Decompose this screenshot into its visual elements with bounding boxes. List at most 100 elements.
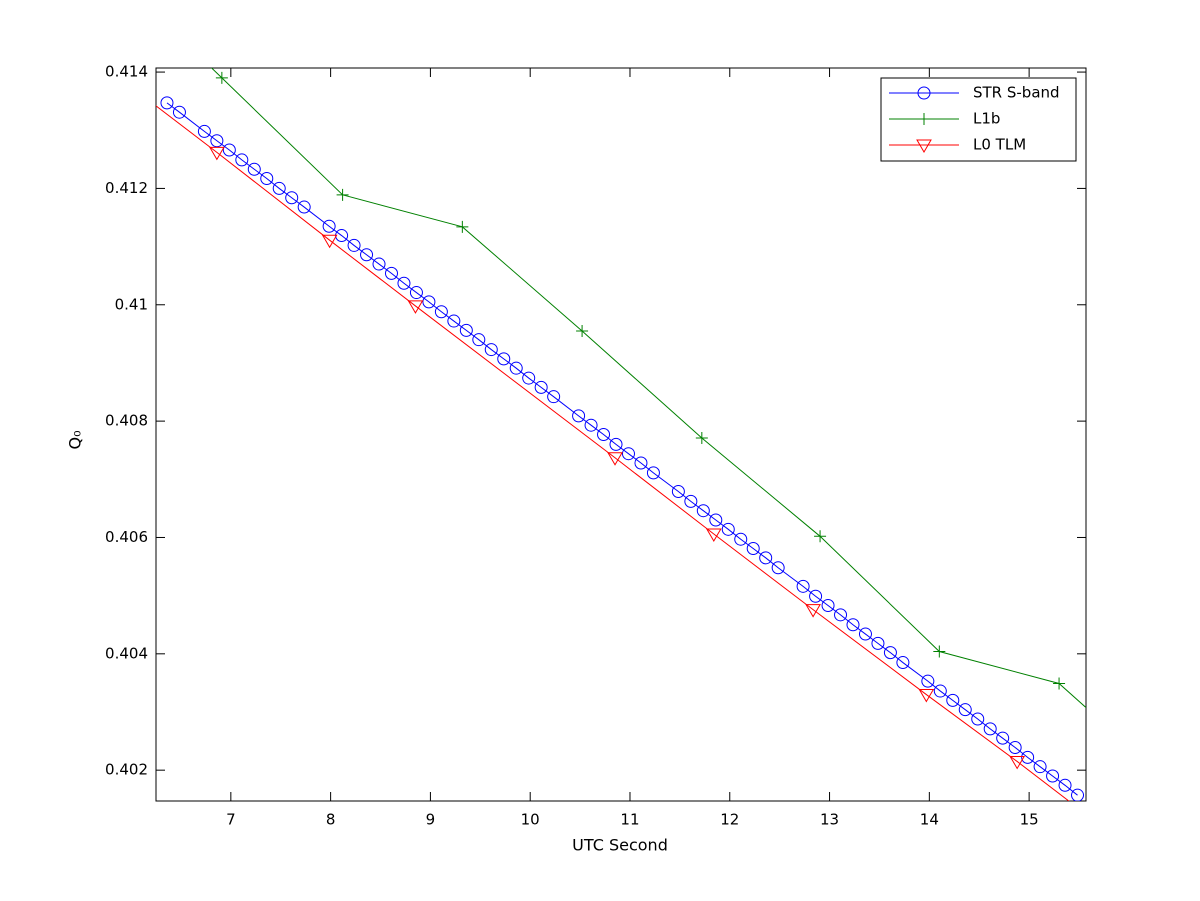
- marker: [834, 608, 848, 622]
- marker: [172, 105, 186, 119]
- series-line: [166, 102, 1078, 796]
- marker: [921, 674, 935, 688]
- marker: [260, 172, 274, 186]
- marker: [285, 191, 299, 205]
- marker: [1008, 740, 1022, 754]
- marker: [459, 323, 473, 337]
- marker: [621, 447, 635, 461]
- marker: [607, 452, 623, 466]
- marker: [484, 343, 498, 357]
- marker: [933, 684, 947, 698]
- legend-label: STR S-band: [973, 84, 1060, 102]
- marker: [397, 276, 411, 290]
- y-tick-label: 0.41: [115, 295, 148, 313]
- marker: [208, 146, 225, 161]
- marker: [709, 513, 723, 527]
- x-tick-label: 12: [720, 811, 739, 829]
- marker: [1009, 755, 1026, 770]
- marker: [918, 689, 935, 703]
- marker: [684, 494, 698, 508]
- marker: [434, 305, 448, 319]
- marker: [1173, 785, 1185, 797]
- marker: [634, 456, 648, 470]
- y-tick-label: 0.404: [105, 644, 148, 662]
- marker: [918, 113, 930, 125]
- y-tick-label: 0.406: [105, 528, 148, 546]
- y-tick-label: 0.402: [105, 761, 148, 779]
- marker: [746, 542, 760, 556]
- marker: [547, 390, 561, 404]
- marker: [933, 645, 946, 658]
- marker: [197, 124, 211, 138]
- y-tick-label: 0.408: [105, 412, 148, 430]
- series-line: [210, 68, 1086, 709]
- plot-content: [156, 68, 1185, 801]
- plot-area: [155, 67, 1087, 802]
- marker: [983, 722, 997, 736]
- marker: [447, 314, 461, 328]
- marker: [1058, 778, 1072, 792]
- x-tick-label: 15: [1020, 811, 1039, 829]
- marker: [576, 324, 589, 337]
- marker: [222, 143, 236, 157]
- marker: [796, 579, 810, 593]
- marker: [958, 703, 972, 717]
- x-tick-label: 10: [521, 811, 540, 829]
- marker: [572, 409, 586, 423]
- marker: [272, 181, 286, 195]
- marker: [771, 561, 785, 575]
- marker: [384, 266, 398, 280]
- marker: [695, 431, 708, 444]
- marker: [609, 437, 623, 451]
- marker: [210, 134, 224, 148]
- marker: [456, 220, 469, 233]
- x-tick-label: 13: [820, 811, 839, 829]
- y-axis-label: Q₀: [66, 430, 85, 449]
- y-tick-label: 0.414: [105, 63, 148, 81]
- marker: [814, 530, 827, 543]
- marker: [321, 234, 338, 249]
- marker: [497, 352, 511, 366]
- x-axis-label: UTC Second: [572, 836, 668, 855]
- x-tick-label: 7: [226, 811, 236, 829]
- x-tick-label: 11: [620, 811, 639, 829]
- series-line: [156, 105, 1070, 801]
- marker: [917, 86, 931, 100]
- marker: [360, 248, 374, 262]
- marker: [809, 589, 823, 603]
- marker: [522, 371, 536, 385]
- marker: [971, 712, 985, 726]
- marker: [336, 188, 349, 201]
- marker: [247, 162, 261, 176]
- y-tick-label: 0.412: [105, 179, 148, 197]
- marker: [805, 604, 821, 618]
- marker: [407, 300, 424, 314]
- marker: [858, 627, 872, 641]
- marker: [509, 361, 523, 375]
- marker: [409, 286, 423, 300]
- x-tick-label: 9: [426, 811, 436, 829]
- marker: [1046, 769, 1060, 783]
- marker: [896, 656, 910, 670]
- x-tick-label: 8: [326, 811, 336, 829]
- marker: [671, 485, 685, 499]
- legend: STR S-band L1b L0 TLM: [880, 77, 1077, 162]
- marker: [235, 153, 249, 167]
- marker: [705, 528, 722, 542]
- legend-label: L1b: [973, 110, 1000, 128]
- legend-label: L0 TLM: [973, 136, 1026, 154]
- marker: [584, 418, 598, 432]
- marker: [472, 333, 486, 347]
- marker: [1053, 677, 1066, 690]
- marker: [597, 428, 611, 441]
- marker: [916, 139, 932, 153]
- marker: [946, 693, 960, 707]
- marker: [734, 532, 748, 546]
- marker: [1033, 760, 1047, 774]
- marker: [821, 599, 835, 613]
- marker: [646, 466, 660, 480]
- marker: [883, 646, 897, 660]
- marker: [534, 380, 548, 394]
- marker: [372, 257, 386, 271]
